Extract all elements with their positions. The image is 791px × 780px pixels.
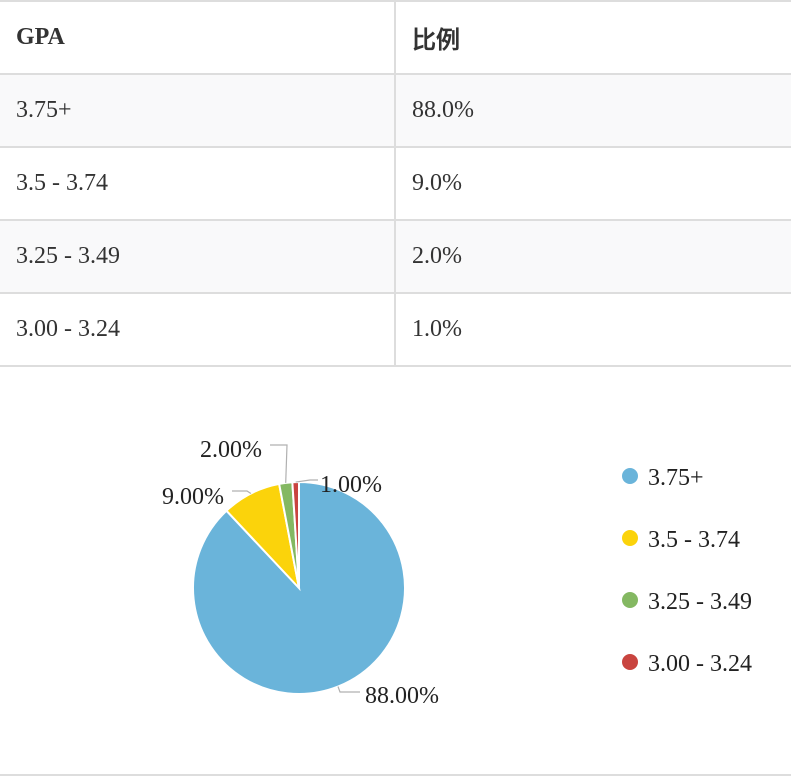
ratio-cell: 9.0% [395,147,791,221]
table-row: 3.25 - 3.49 2.0% [0,220,791,294]
ratio-cell: 2.0% [395,220,791,294]
legend-marker[interactable] [622,468,638,484]
slice-data-label: 2.00% [200,437,262,463]
slice-data-label: 1.00% [320,472,382,498]
gpa-cell: 3.25 - 3.49 [0,220,396,294]
leader-line [232,490,252,495]
legend-label[interactable]: 3.25 - 3.49 [648,589,752,615]
table-row: 3.00 - 3.24 1.0% [0,293,791,367]
gpa-table: GPA 比例 3.75+ 88.0% 3.5 - 3.74 9.0% 3.25 … [0,0,791,367]
leader-line [270,444,288,483]
legend-marker[interactable] [622,654,638,670]
gpa-cell: 3.5 - 3.74 [0,147,396,221]
header-ratio: 比例 [395,0,791,75]
pie-chart-container: 88.00% 9.00% 2.00% 1.00% 3.75+ 3.5 - 3.74 3.25… [0,390,791,775]
legend-label[interactable]: 3.00 - 3.24 [648,651,752,677]
leader-line [337,686,360,693]
bottom-divider [0,774,791,776]
ratio-cell: 1.0% [395,293,791,367]
slice-data-label: 88.00% [365,683,439,709]
gpa-cell: 3.00 - 3.24 [0,293,396,367]
legend-label[interactable]: 3.75+ [648,465,704,491]
header-gpa: GPA [0,0,396,75]
legend-marker[interactable] [622,592,638,608]
table-row: 3.5 - 3.74 9.0% [0,147,791,221]
gpa-cell: 3.75+ [0,74,396,148]
leader-line [295,479,318,483]
table-header-row: GPA 比例 [0,0,791,75]
ratio-cell: 88.0% [395,74,791,148]
legend-label[interactable]: 3.5 - 3.74 [648,527,740,553]
table-row: 3.75+ 88.0% [0,74,791,148]
legend-marker[interactable] [622,530,638,546]
pie-chart: 88.00% 9.00% 2.00% 1.00% 3.75+ 3.5 - 3.74 3.25… [162,437,752,709]
slice-data-label: 9.00% [162,484,224,510]
